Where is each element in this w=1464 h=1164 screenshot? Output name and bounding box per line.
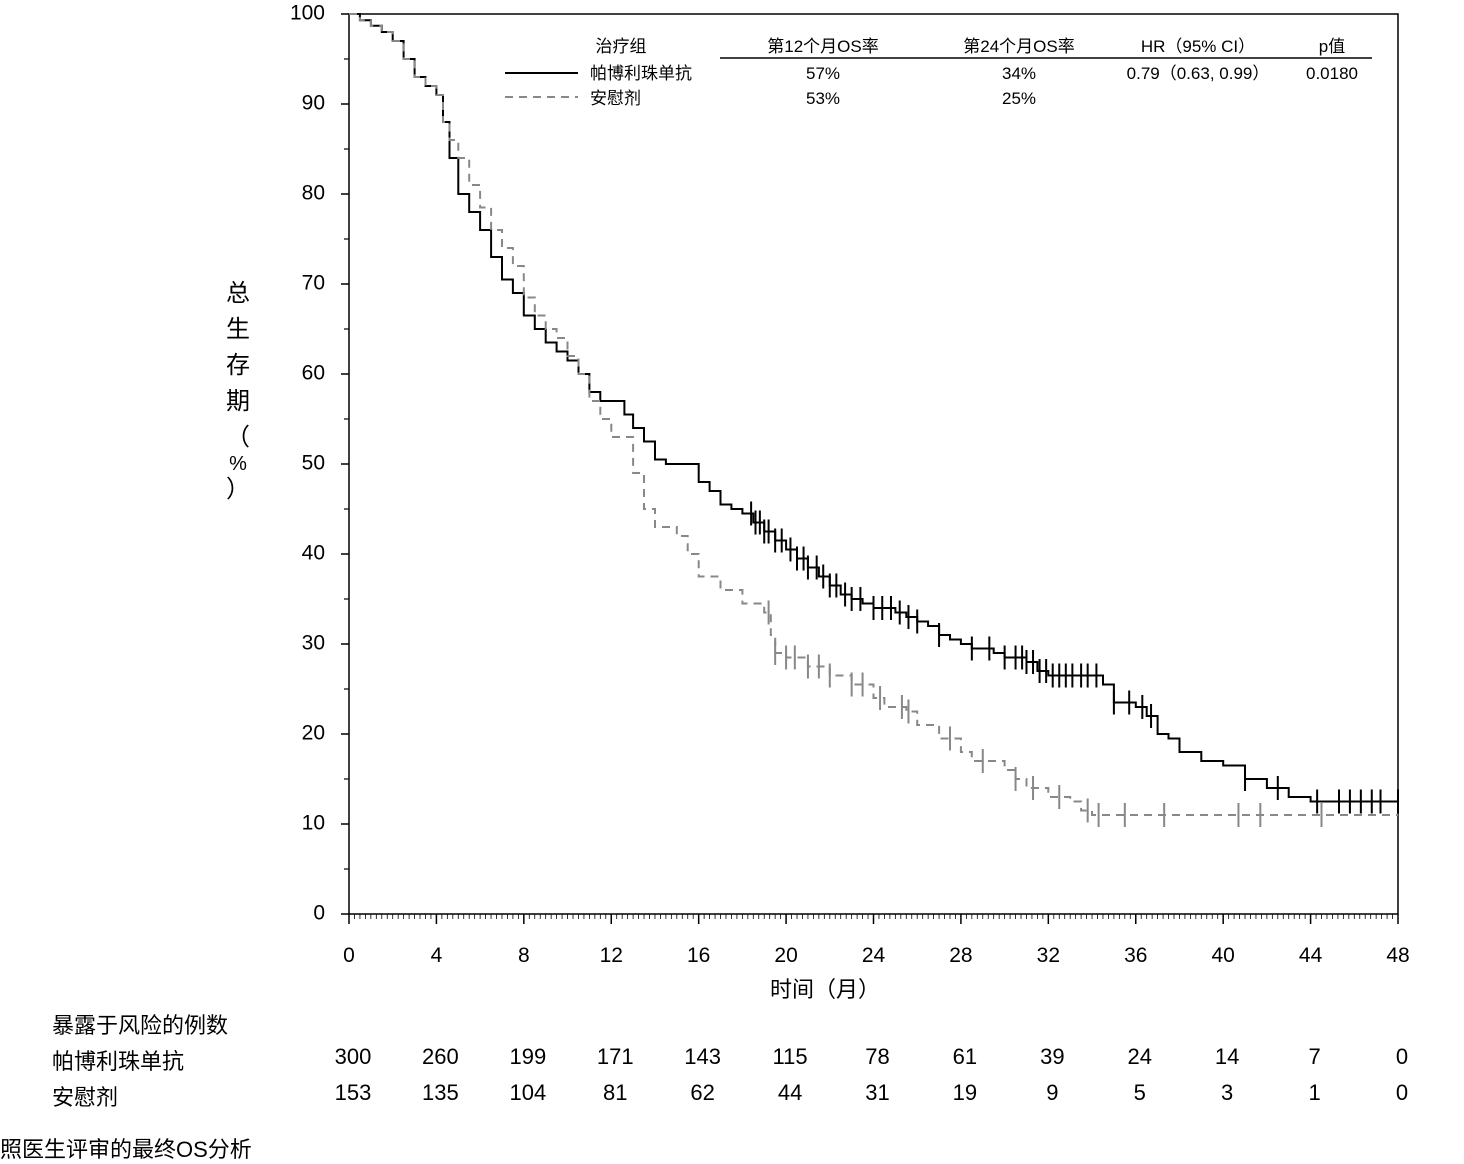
- legend-group-label: 安慰剂: [590, 89, 641, 108]
- y-tick-label: 40: [302, 542, 325, 565]
- x-tick-label: 28: [949, 944, 972, 967]
- risk-table-cell: 62: [690, 1080, 715, 1105]
- legend-header: HR（95% CI）: [1141, 37, 1255, 56]
- y-axis-label-char: 期: [226, 388, 250, 415]
- risk-table-cell: 7: [1308, 1044, 1321, 1069]
- x-tick-label: 20: [774, 944, 797, 967]
- risk-row-label-pembro: 帕博利珠单抗: [52, 1049, 185, 1074]
- x-tick-label: 36: [1124, 944, 1147, 967]
- legend-cell: 53%: [806, 89, 840, 108]
- risk-table-cell: 143: [684, 1044, 722, 1069]
- y-tick-label: 100: [290, 2, 325, 25]
- legend-group-label: 帕博利珠单抗: [590, 64, 692, 83]
- y-tick-label: 50: [302, 452, 325, 475]
- plot-frame: [348, 13, 1399, 915]
- risk-table-title: 暴露于风险的例数: [52, 1013, 229, 1038]
- y-axis-label-char: ）: [226, 476, 250, 503]
- risk-table-cell: 5: [1133, 1080, 1146, 1105]
- figure-caption: 照医生评审的最终OS分析: [0, 1137, 252, 1162]
- x-tick-label: 4: [431, 944, 443, 967]
- legend-header: 治疗组: [596, 37, 647, 56]
- risk-table-cell: 9: [1046, 1080, 1059, 1105]
- legend-header: p值: [1319, 37, 1345, 56]
- x-tick-label: 0: [343, 944, 355, 967]
- y-tick-label: 90: [302, 92, 325, 115]
- y-axis-label-char: 总: [226, 280, 250, 307]
- risk-table-cell: 19: [952, 1080, 978, 1105]
- y-tick-label: 80: [302, 182, 325, 205]
- legend-cell: 0.79（0.63, 0.99）: [1127, 64, 1270, 83]
- x-tick-label: 32: [1037, 944, 1060, 967]
- risk-table-cell: 61: [952, 1044, 978, 1069]
- y-axis-label-char: %: [229, 453, 247, 475]
- legend-cell: 0.0180: [1306, 64, 1358, 83]
- risk-table-cell: 300: [334, 1044, 372, 1069]
- risk-table-cell: 115: [772, 1044, 808, 1069]
- y-tick-label: 70: [302, 272, 325, 295]
- legend-cell: 34%: [1002, 64, 1036, 83]
- x-tick-label: 48: [1386, 944, 1409, 967]
- risk-table-cell: 3: [1221, 1080, 1234, 1105]
- legend-cell: 25%: [1002, 89, 1036, 108]
- risk-table-cell: 81: [603, 1080, 628, 1105]
- y-tick-label: 0: [313, 902, 325, 925]
- risk-table-cell: 1: [1308, 1080, 1321, 1105]
- x-tick-label: 8: [518, 944, 530, 967]
- legend-header: 第12个月OS率: [767, 37, 878, 56]
- risk-row-label-placebo: 安慰剂: [52, 1085, 119, 1110]
- risk-table-cell: 31: [865, 1080, 890, 1105]
- placebo-curve: [349, 13, 1398, 816]
- risk-table-cell: 0: [1395, 1080, 1409, 1105]
- risk-table-cell: 135: [422, 1080, 459, 1105]
- x-axis-label: 时间（月）: [769, 977, 880, 1002]
- y-tick-label: 60: [302, 362, 325, 385]
- legend-header: 第24个月OS率: [963, 37, 1074, 56]
- risk-table-cell: 0: [1395, 1044, 1409, 1069]
- risk-table-cell: 39: [1040, 1044, 1065, 1069]
- y-tick-label: 30: [302, 632, 325, 655]
- risk-table-cell: 199: [509, 1044, 547, 1069]
- risk-table-cell: 104: [509, 1080, 547, 1105]
- y-tick-label: 10: [302, 812, 325, 835]
- x-tick-label: 12: [600, 944, 623, 967]
- risk-table-cell: 44: [777, 1080, 803, 1105]
- y-axis-label-char: （: [226, 424, 250, 451]
- risk-table-cell: 171: [596, 1044, 634, 1069]
- x-tick-label: 44: [1299, 944, 1323, 967]
- risk-table-cell: 153: [334, 1080, 372, 1105]
- risk-table-cell: 260: [422, 1044, 459, 1069]
- y-axis-label-char: 存: [226, 352, 250, 379]
- x-tick-label: 40: [1211, 944, 1234, 967]
- risk-table-cell: 24: [1127, 1044, 1152, 1069]
- pembrolizumab-curve: [349, 13, 1398, 803]
- x-tick-label: 24: [862, 944, 886, 967]
- risk-table-cell: 14: [1214, 1044, 1240, 1069]
- risk-table-cell: 78: [865, 1044, 890, 1069]
- x-tick-label: 16: [687, 944, 710, 967]
- legend-cell: 57%: [806, 64, 840, 83]
- y-axis-label-char: 生: [226, 316, 250, 343]
- y-tick-label: 20: [302, 722, 325, 745]
